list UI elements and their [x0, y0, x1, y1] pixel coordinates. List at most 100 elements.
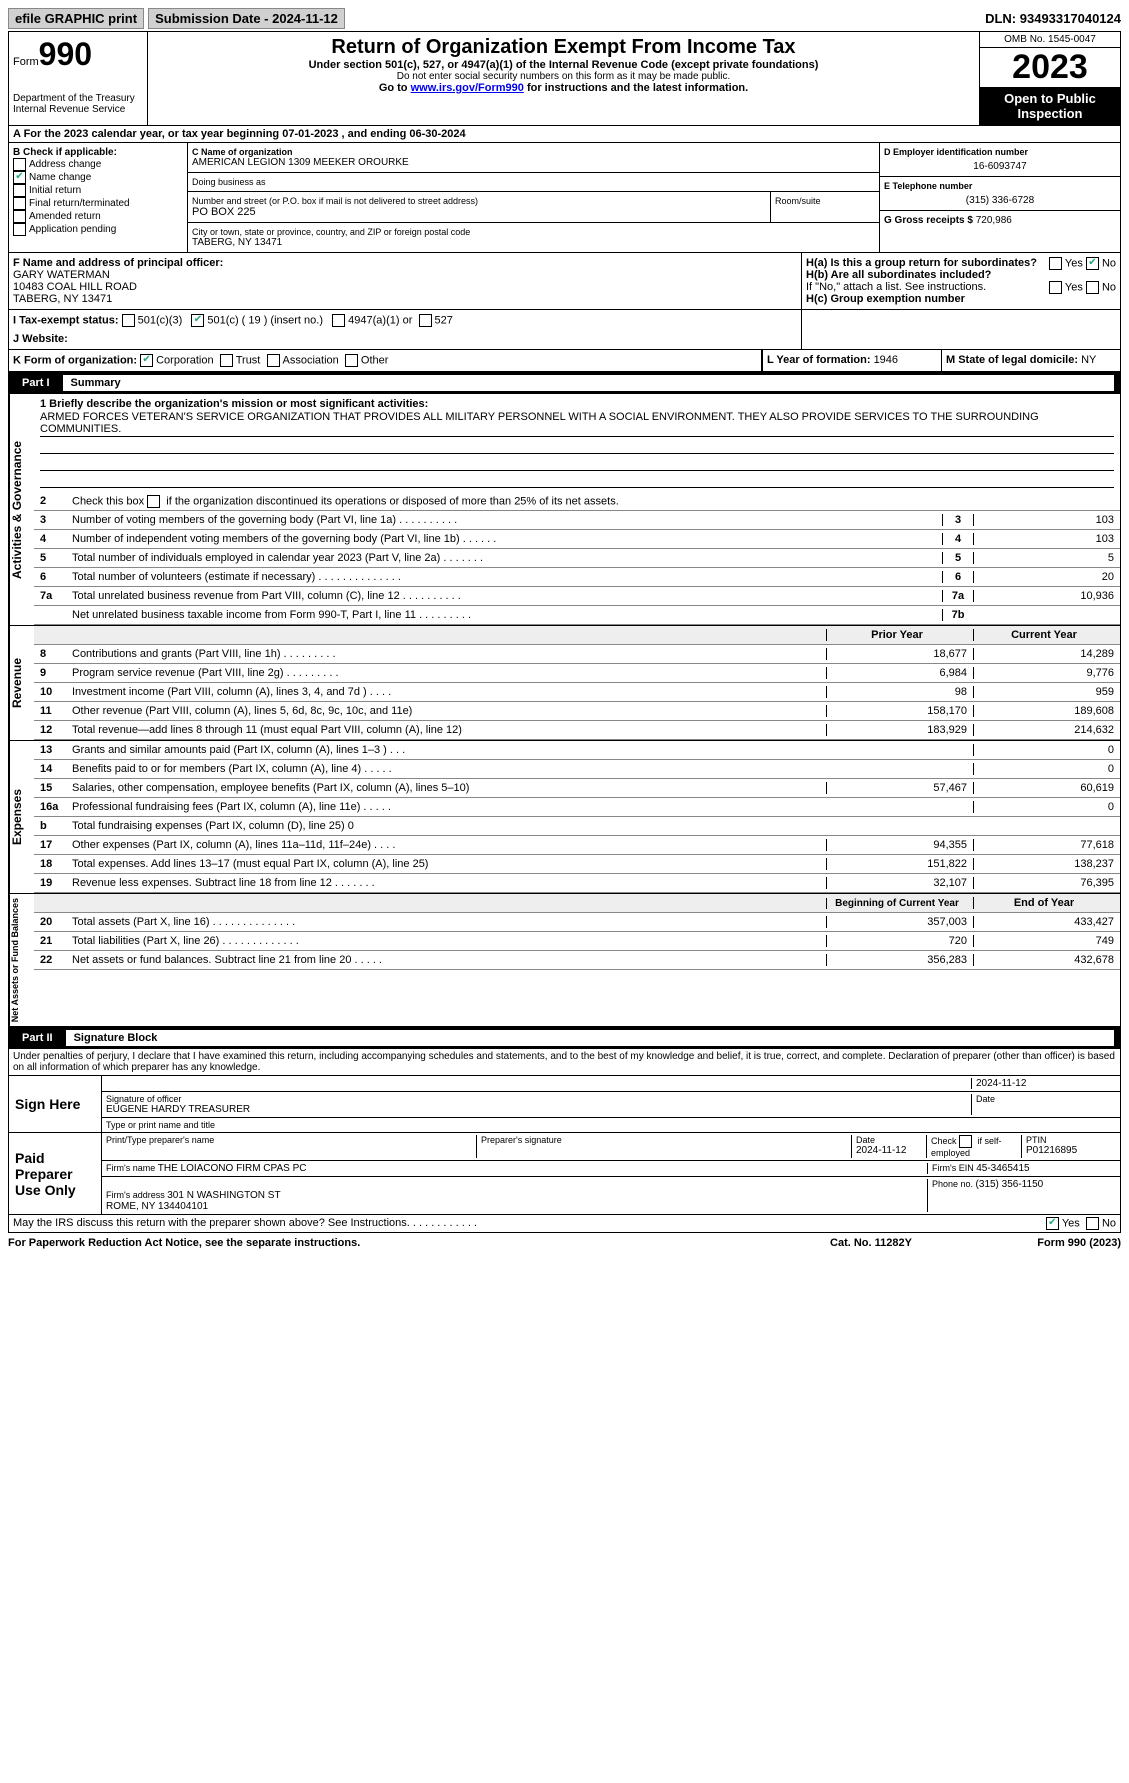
- street-label: Number and street (or P.O. box if mail i…: [192, 196, 766, 206]
- header-mid: Return of Organization Exempt From Incom…: [148, 32, 979, 125]
- mission-blank: [40, 471, 1114, 488]
- chk-address-change[interactable]: Address change: [13, 158, 183, 171]
- tab-net-assets: Net Assets or Fund Balances: [9, 894, 34, 1026]
- part-ii-header: Part II Signature Block: [8, 1027, 1121, 1049]
- header-sub3: Go to www.irs.gov/Form990 for instructio…: [152, 82, 975, 94]
- dln: DLN: 93493317040124: [985, 11, 1121, 26]
- opt-501c-post: ) (insert no.): [261, 314, 323, 326]
- form-label: Form: [13, 56, 39, 68]
- table-row: 12Total revenue—add lines 8 through 11 (…: [34, 721, 1120, 740]
- table-row: Net unrelated business taxable income fr…: [34, 606, 1120, 625]
- section-net-assets: Net Assets or Fund Balances Beginning of…: [8, 894, 1121, 1027]
- street-row: Number and street (or P.O. box if mail i…: [188, 192, 879, 223]
- end-year-hdr: End of Year: [973, 897, 1120, 909]
- expenses-content: 13Grants and similar amounts paid (Part …: [34, 741, 1120, 893]
- header-left: Form990 Department of the Treasury Inter…: [9, 32, 148, 125]
- gross-box: G Gross receipts $ 720,986: [880, 211, 1120, 230]
- chk-label: Application pending: [29, 224, 116, 235]
- h-b: H(b) Are all subordinates included? Yes …: [806, 269, 1116, 281]
- opt-other: Other: [361, 354, 389, 366]
- signature-area: Sign Here 2024-11-12 Signature of office…: [8, 1076, 1121, 1215]
- paid-preparer-row: Paid Preparer Use Only Print/Type prepar…: [9, 1133, 1120, 1214]
- firm-ein: 45-3465415: [976, 1163, 1029, 1174]
- street-value: PO BOX 225: [192, 206, 766, 218]
- discuss-yes: Yes: [1062, 1218, 1080, 1230]
- title-label: Type or print name and title: [106, 1120, 215, 1130]
- officer-city: TABERG, NY 13471: [13, 293, 797, 305]
- prior-year-hdr: Prior Year: [826, 629, 973, 641]
- part-i-title: Summary: [62, 374, 1115, 392]
- section-governance: Activities & Governance 1 Briefly descri…: [8, 394, 1121, 626]
- chk-final-return[interactable]: Final return/terminated: [13, 197, 183, 210]
- org-name-label: C Name of organization: [192, 147, 875, 157]
- line-2: 2 Check this box if the organization dis…: [34, 492, 1120, 511]
- sec-l-label: L Year of formation:: [767, 354, 874, 366]
- row-a-end: 06-30-2024: [409, 128, 465, 140]
- dba-box: Doing business as: [188, 173, 879, 192]
- omb-number: OMB No. 1545-0047: [980, 32, 1120, 48]
- sub3-pre: Go to: [379, 82, 411, 94]
- opt-501c: 501(c) (: [207, 314, 248, 326]
- tab-governance: Activities & Governance: [9, 394, 34, 625]
- officer-name: GARY WATERMAN: [13, 269, 797, 281]
- prep-date-label: Date: [856, 1135, 926, 1145]
- h-b-label: H(b) Are all subordinates included?: [806, 269, 991, 281]
- firm-name: THE LOIACONO FIRM CPAS PC: [158, 1163, 307, 1174]
- chk-application-pending[interactable]: Application pending: [13, 223, 183, 236]
- tab-revenue: Revenue: [9, 626, 34, 740]
- section-i-j: I Tax-exempt status: 501(c)(3) 501(c) ( …: [8, 310, 1121, 350]
- chk-amended-return[interactable]: Amended return: [13, 210, 183, 223]
- ptin-value: P01216895: [1026, 1145, 1116, 1156]
- yes-label: Yes: [1065, 257, 1083, 269]
- table-row: 5Total number of individuals employed in…: [34, 549, 1120, 568]
- submission-date-button[interactable]: Submission Date - 2024-11-12: [148, 8, 345, 29]
- section-i: I Tax-exempt status: 501(c)(3) 501(c) ( …: [9, 310, 802, 349]
- section-h: H(a) Is this a group return for subordin…: [802, 253, 1120, 309]
- discuss-question: May the IRS discuss this return with the…: [13, 1217, 1046, 1230]
- chk-label: Name change: [29, 172, 91, 183]
- table-row: 10Investment income (Part VIII, column (…: [34, 683, 1120, 702]
- phone-box: E Telephone number (315) 336-6728: [880, 177, 1120, 211]
- revenue-header-row: Prior Year Current Year: [34, 626, 1120, 645]
- footer-mid: Cat. No. 11282Y: [771, 1237, 971, 1249]
- sec-m-label: M State of legal domicile:: [946, 354, 1081, 366]
- ein-label: D Employer identification number: [884, 147, 1116, 157]
- open-to-public: Open to Public Inspection: [980, 87, 1120, 125]
- opt-4947: 4947(a)(1) or: [348, 314, 412, 326]
- firm-phone-label: Phone no.: [932, 1179, 976, 1189]
- column-b: B Check if applicable: Address change Na…: [9, 143, 188, 252]
- discuss-row: May the IRS discuss this return with the…: [8, 1215, 1121, 1233]
- table-row: 15Salaries, other compensation, employee…: [34, 779, 1120, 798]
- table-row: 8Contributions and grants (Part VIII, li…: [34, 645, 1120, 664]
- sec-m-val: NY: [1081, 354, 1096, 366]
- sec-k-label: K Form of organization:: [13, 354, 137, 366]
- table-row: 13Grants and similar amounts paid (Part …: [34, 741, 1120, 760]
- part-ii-label: Part II: [14, 1032, 61, 1044]
- current-year-hdr: Current Year: [973, 629, 1120, 641]
- h-a-label: H(a) Is this a group return for subordin…: [806, 257, 1037, 269]
- submission-date-label: Submission Date -: [155, 11, 272, 26]
- efile-print-button[interactable]: efile GRAPHIC print: [8, 8, 144, 29]
- h-a: H(a) Is this a group return for subordin…: [806, 257, 1116, 269]
- section-l: L Year of formation: 1946: [762, 350, 941, 371]
- chk-name-change[interactable]: Name change: [13, 171, 183, 184]
- table-row: 22Net assets or fund balances. Subtract …: [34, 951, 1120, 970]
- chk-initial-return[interactable]: Initial return: [13, 184, 183, 197]
- form-header: Form990 Department of the Treasury Inter…: [8, 31, 1121, 126]
- sig-officer-label: Signature of officer: [106, 1094, 971, 1104]
- row-a-mid: , and ending: [338, 128, 409, 140]
- firm-addr-label: Firm's address: [106, 1190, 167, 1200]
- opt-corp: Corporation: [156, 354, 213, 366]
- column-c: C Name of organization AMERICAN LEGION 1…: [188, 143, 879, 252]
- irs-link[interactable]: www.irs.gov/Form990: [411, 82, 524, 94]
- sub3-post: for instructions and the latest informat…: [524, 82, 748, 94]
- column-d: D Employer identification number 16-6093…: [879, 143, 1120, 252]
- row-a-pre: A For the 2023 calendar year, or tax yea…: [13, 128, 282, 140]
- sig-date-label: Date: [976, 1094, 1116, 1104]
- section-expenses: Expenses 13Grants and similar amounts pa…: [8, 741, 1121, 894]
- begin-year-hdr: Beginning of Current Year: [826, 898, 973, 909]
- chk-label: Initial return: [29, 185, 81, 196]
- table-row: 11Other revenue (Part VIII, column (A), …: [34, 702, 1120, 721]
- section-bcd: B Check if applicable: Address change Na…: [8, 143, 1121, 253]
- dba-label: Doing business as: [192, 177, 875, 187]
